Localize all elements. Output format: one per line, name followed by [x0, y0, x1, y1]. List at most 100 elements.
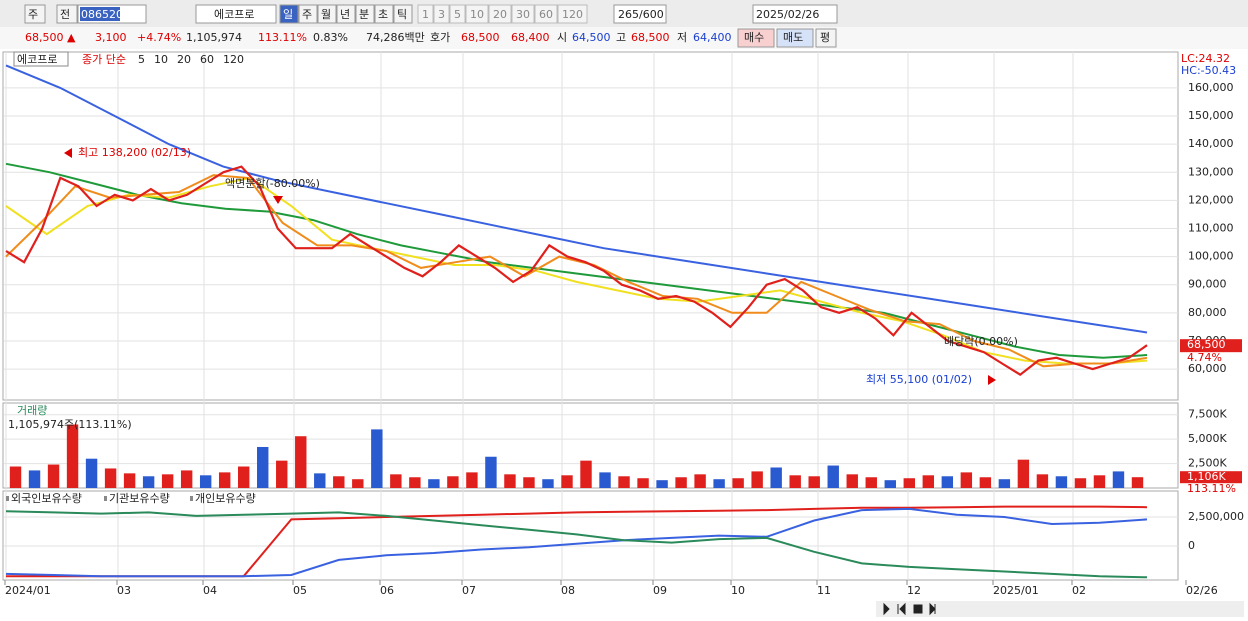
price: 68,500 ▲ [25, 31, 76, 44]
nav-icons[interactable] [883, 602, 936, 616]
volume-bar [599, 472, 611, 488]
nav-bar[interactable] [876, 601, 1244, 617]
y-tick-label: 60,000 [1188, 362, 1227, 375]
date-box[interactable] [752, 4, 838, 24]
avg-button[interactable] [815, 28, 837, 48]
volume-bar [295, 436, 307, 488]
interval[interactable]: 10 [470, 8, 484, 21]
volume-bar [884, 480, 896, 488]
buy[interactable]: 매수 [744, 31, 764, 44]
period[interactable]: 월 [321, 8, 331, 21]
avg[interactable]: 평 [820, 31, 830, 44]
interval[interactable]: 60 [539, 8, 553, 21]
legend-entry: 외국인보유수량 [11, 492, 82, 505]
open: 64,500 [572, 31, 611, 44]
legend-swatch [6, 496, 9, 501]
volume-bar [1055, 476, 1068, 488]
ask: 68,500 [461, 31, 500, 44]
y-tick-label: 0 [1188, 539, 1195, 552]
y-tick-label: 160,000 [1188, 81, 1234, 94]
interval-button[interactable] [534, 4, 558, 24]
volume-bar [85, 458, 98, 488]
interval-button[interactable] [417, 4, 434, 24]
interval[interactable]: 120 [562, 8, 583, 21]
legend-entry: 60 [200, 53, 214, 66]
y-tick-label: 120,000 [1188, 193, 1234, 206]
period-buttons: 일 주 월 년 분 초 틱 1 3 5 10 20 30 60 120 [279, 4, 588, 24]
period[interactable]: 일 [283, 7, 293, 21]
volume-bar [371, 429, 383, 488]
period-button[interactable] [298, 4, 318, 24]
volume-bar [218, 472, 231, 488]
interval-button[interactable] [465, 4, 489, 24]
last-volume-box [1180, 471, 1242, 484]
open-label: 시 [557, 31, 567, 44]
interval[interactable]: 1 [422, 8, 429, 21]
stock-name: 에코프로 [214, 8, 254, 21]
interval[interactable]: 30 [516, 8, 530, 21]
volume-bar [1131, 477, 1144, 488]
period[interactable]: 주 [302, 8, 312, 21]
volume-bar [751, 471, 763, 488]
change: 3,100 [95, 31, 127, 44]
high: 68,500 [631, 31, 670, 44]
period-button[interactable] [393, 4, 413, 24]
period[interactable]: 틱 [397, 8, 407, 21]
volume-bar [447, 476, 459, 488]
volume-bar [789, 475, 801, 488]
interval[interactable]: 5 [454, 8, 461, 21]
y-tick-label: 100,000 [1188, 250, 1234, 263]
period-button[interactable] [355, 4, 375, 24]
volume-bar [846, 474, 858, 488]
x-tick-label: 11 [817, 584, 831, 597]
volume-bar [352, 479, 364, 488]
volume-bar [808, 476, 820, 488]
quote-bar [0, 27, 1248, 49]
y-tick-label: 7,500K [1188, 408, 1227, 421]
volume-bar [238, 466, 250, 488]
y-tick-label: 150,000 [1188, 109, 1234, 122]
period-button[interactable] [374, 4, 394, 24]
period[interactable]: 초 [378, 8, 388, 21]
sell[interactable]: 매도 [783, 31, 803, 44]
volume-bar [922, 475, 935, 488]
volume-bar [9, 466, 22, 488]
last-price-box [1180, 339, 1242, 353]
market-box[interactable] [24, 4, 46, 24]
x-tick-label: 12 [907, 584, 921, 597]
interval[interactable]: 20 [493, 8, 507, 21]
volume-bar [1036, 474, 1049, 488]
interval-button[interactable] [557, 4, 588, 24]
date[interactable]: 2025/02/26 [756, 8, 819, 21]
period[interactable]: 년 [340, 8, 350, 21]
interval-button[interactable] [488, 4, 512, 24]
period-button[interactable] [317, 4, 337, 24]
interval-button[interactable] [433, 4, 450, 24]
volume-bar [827, 465, 839, 488]
y-tick-label: 5,000K [1188, 432, 1227, 445]
period-button[interactable] [336, 4, 356, 24]
interval-button[interactable] [511, 4, 535, 24]
lc: LC:24.32 [1181, 52, 1230, 65]
period-button[interactable] [279, 4, 299, 24]
count-box[interactable] [613, 4, 667, 24]
sell-button[interactable] [776, 28, 814, 48]
volume-bar [1093, 475, 1106, 488]
buy-button[interactable] [737, 28, 775, 48]
interval[interactable]: 3 [438, 8, 445, 21]
x-tick-label: 05 [293, 584, 307, 597]
mode[interactable]: 전 [60, 8, 70, 21]
name-box[interactable] [195, 4, 277, 24]
interval-button[interactable] [449, 4, 466, 24]
y-tick-label: 130,000 [1188, 165, 1234, 178]
mode-box[interactable] [56, 4, 78, 24]
volume-bar [180, 470, 193, 488]
legend-entry: 120 [223, 53, 244, 66]
market[interactable]: 주 [28, 8, 38, 21]
period[interactable]: 분 [359, 8, 369, 21]
volume-bar [1074, 478, 1087, 488]
volume-bar [485, 456, 497, 488]
series-line [5, 165, 1148, 377]
code[interactable]: 086520 [81, 8, 123, 21]
